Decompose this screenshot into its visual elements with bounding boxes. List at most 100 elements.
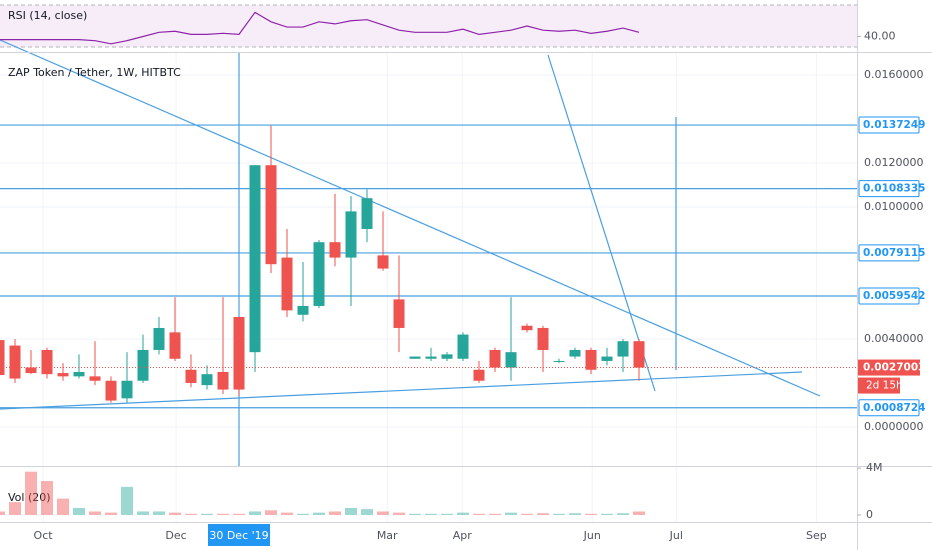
volume-bar [345,507,357,515]
candle-body [105,380,117,401]
volume-bar [89,511,101,515]
candle-body [9,345,21,379]
volume-tick-label: 0 [866,508,873,521]
candle-body [569,349,581,357]
price-label: 0.0079115 [863,247,925,259]
x-tick-label: Sep [806,529,827,542]
candle-body [153,327,165,350]
candle-body [393,299,405,328]
volume-tick-label: 4M [866,461,883,474]
candle-body [217,371,229,390]
volume-bar [617,513,629,515]
volume-bar [249,511,261,515]
candle-body [281,257,293,311]
candle-body [233,316,245,390]
trend-line [0,39,821,397]
candle-body [329,242,341,258]
volume-bar [105,512,117,515]
volume-bar [169,512,181,515]
x-tick-label: Dec [165,529,186,542]
volume-bar [569,513,581,515]
x-tick-label: Jul [669,529,683,542]
volume-bar [137,511,149,515]
candle-body [57,373,69,377]
trend-line [547,54,656,392]
candle-body [521,325,533,331]
candle-body [185,369,197,383]
x-tick-label: Apr [453,529,473,542]
volume-bar [201,513,213,515]
candle-body [265,165,277,265]
volume-bar [41,481,53,515]
volume-bar [585,513,597,515]
rsi-band [0,5,857,47]
price-label: 0.0059542 [863,290,925,302]
price-label-box [858,399,920,417]
volume-bar [153,511,165,515]
crosshair-box [208,524,270,546]
price-label-box [858,116,920,134]
candle-body [121,380,133,399]
volume-bar [265,510,277,515]
candle-body [617,341,629,357]
candle-body [505,352,517,368]
candle-body [345,211,357,258]
candle-body [601,356,613,361]
volume-bar [601,513,613,515]
price-label: 0.0137249 [863,119,925,131]
candle-body [457,334,469,359]
candle-body [0,340,5,376]
candle-body [41,349,53,375]
candle-body [377,255,389,269]
volume-bar [361,509,373,515]
volume-bar [489,513,501,515]
volume-bar [73,507,85,515]
candle-body [361,198,373,229]
x-tick-label: Oct [34,529,54,542]
x-tick-label: Jun [583,529,601,542]
candle-body [425,356,437,359]
volume-bar [57,498,69,515]
candle-body [169,332,181,359]
volume-bar [473,513,485,515]
rsi-tick-label: 40.00 [864,29,896,42]
candle-body [137,349,149,381]
volume-bar [553,513,565,515]
candle-body [25,367,37,374]
y-tick-label: 0.0100000 [864,200,924,213]
volume-bar [329,511,341,515]
volume-bar [521,513,533,515]
last-price-label: 0.0027003 [863,362,925,374]
volume-bar [409,513,421,515]
volume-bar [537,513,549,515]
volume-bar [121,486,133,515]
volume-bar [441,513,453,515]
countdown-box [858,377,900,394]
candle-body [633,341,645,368]
price-label: 0.0108335 [863,183,925,195]
volume-bar [9,502,21,515]
volume-bar [25,471,37,515]
y-tick-label: 0.0160000 [864,68,924,81]
volume-bar [505,512,517,515]
candle-body [73,371,85,377]
price-label-box [858,180,920,198]
countdown: 2d 15h [866,380,903,392]
volume-bar [185,513,197,515]
volume-bar [457,512,469,515]
candle-body [89,376,101,381]
candle-body [489,349,501,368]
volume-bar [297,513,309,515]
candle-body [537,327,549,350]
x-tick-label: Mar [377,529,398,542]
volume-bar [313,512,325,515]
candle-body [313,242,325,306]
candle-body [473,369,485,381]
volume-bar [281,512,293,515]
volume-bar [425,513,437,515]
volume-bar [233,513,245,515]
trend-line [0,371,803,410]
chart-title: ZAP Token / Tether, 1W, HITBTC [8,66,181,79]
volume-bar [0,511,5,515]
